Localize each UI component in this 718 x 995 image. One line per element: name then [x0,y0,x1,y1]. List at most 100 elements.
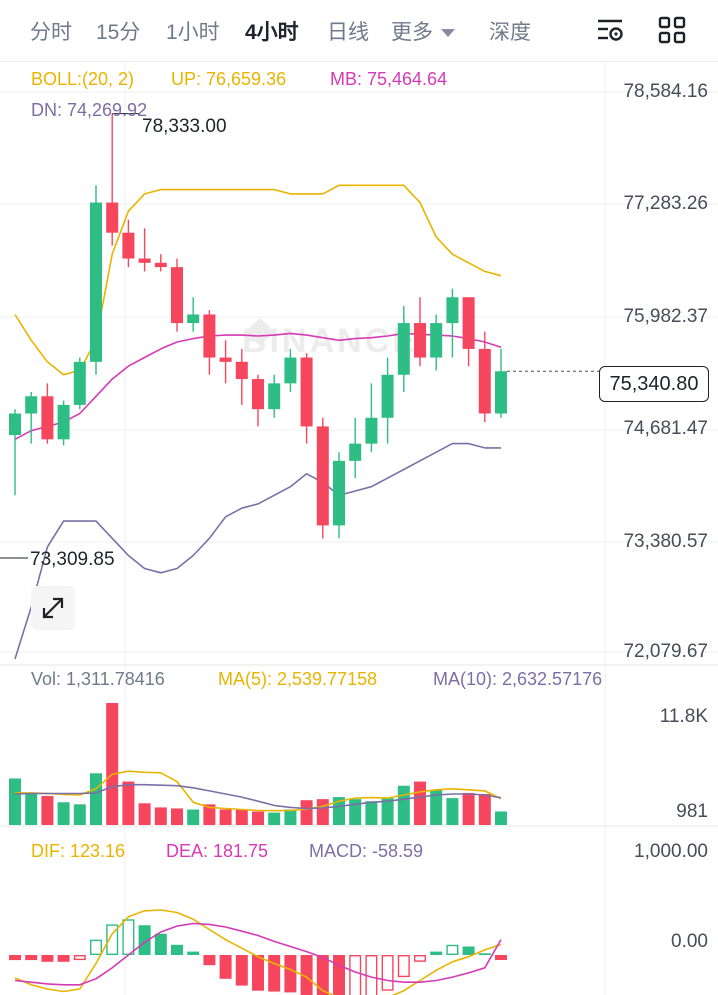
price-axis-label: 77,283.26 [623,193,708,214]
volume-bar [349,799,362,825]
macd-bar [138,925,151,955]
volume-bar [462,792,475,825]
boll-mb-value: MB: 75,464.64 [330,69,448,89]
price-axis-label: 78,584.16 [623,81,708,102]
candle-body [90,202,102,362]
volume-bar [478,793,491,825]
macd-bar [333,955,345,995]
macd-bar [73,955,86,961]
macd-bar [381,955,394,991]
candle-body [414,323,426,358]
macd-bar [187,951,200,955]
volume-ma5-label: MA(5): 2,539.77158 [218,669,378,689]
macd-value-label: MACD: -58.59 [309,841,424,861]
candle-body [203,314,216,358]
tab-depth[interactable]: 深度 [489,21,531,44]
volume-ma-lines [14,770,502,812]
macd-bar [219,955,232,979]
macd-dea-line [14,922,502,986]
price-axis-label: 72,079.67 [623,641,708,662]
candle-body [300,357,313,427]
macd-bar [106,924,119,955]
macd-bar [414,955,427,962]
macd-bar [252,955,264,991]
volume-bar [90,773,102,825]
candle-body [235,361,248,380]
watermark-text: BINANCE [242,322,418,360]
volume-label: Vol: 1,311.78416 [31,669,165,689]
grid-layout-icon[interactable] [656,14,688,46]
boll-dn-value: DN: 74,269.92 [31,100,148,120]
expand-button[interactable] [31,586,75,630]
candle-body [219,357,232,362]
candle [300,353,313,444]
candle [41,383,54,444]
candle [478,331,491,423]
candle-body [381,374,394,418]
tab-1h[interactable]: 1小时 [166,21,220,44]
candle-body [122,232,135,259]
candle-body [284,357,297,384]
candle-body [73,361,86,405]
candle-body [397,323,410,375]
candle [316,417,329,539]
macd-bar [122,919,135,955]
candle-body [187,314,200,324]
volume-ma10-label: MA(10): 2,632.57176 [433,669,603,689]
chart-settings-icon[interactable] [594,14,626,46]
candles [9,113,507,539]
candle [397,305,410,392]
volume-bar [300,800,313,825]
macd-bar [478,953,491,955]
macd-bar [235,955,248,986]
tab-more[interactable]: 更多 [391,16,455,46]
candle [235,348,248,405]
price-axis-label: 75,982.37 [623,306,708,327]
tab-15m[interactable]: 15分 [96,21,141,44]
volume-bar [106,703,119,825]
tab-time-sharing[interactable]: 分时 [30,21,72,44]
candle [495,348,507,418]
volume-bar [138,803,151,825]
binance-watermark: BINANCE [242,317,418,360]
macd-bar [397,955,410,978]
volume-bar [187,809,200,825]
price-axis-label: 73,380.57 [623,531,708,552]
macd-bar [154,933,167,955]
volume-ma5-line [15,770,502,812]
candle [381,357,394,444]
chart-grid [0,62,718,995]
volume-bar [203,804,216,825]
candle-body [430,323,443,358]
volume-axis-label: 11.8K [659,706,708,727]
candle-body [57,404,70,440]
candle-body [333,460,345,526]
macd-bar [203,955,216,966]
macd-lines [14,909,502,995]
candle-body [446,297,459,324]
candle [446,288,459,358]
candle [349,417,362,479]
macd-bar [495,955,507,960]
macd-dea-label: DEA: 181.75 [166,841,269,861]
price-axis-label: 74,681.47 [623,418,708,439]
macd-bar [430,951,443,955]
candle [187,297,200,332]
tab-daily[interactable]: 日线 [327,21,369,44]
candle-body [478,348,491,414]
volume-bar [381,798,394,825]
tab-4h[interactable]: 4小时 [245,21,299,44]
candle [414,297,426,367]
volume-bar [333,797,345,825]
macd-bar [462,946,475,955]
low-price-marker: 73,309.85 [30,549,115,570]
volume-bar [171,808,183,825]
macd-bar [349,955,362,995]
volume-bars [9,703,507,825]
macd-axis-label: 1,000.00 [634,841,708,862]
macd-bar [57,955,70,962]
macd-bar [316,955,329,995]
candle [73,357,86,410]
candle [106,113,119,246]
